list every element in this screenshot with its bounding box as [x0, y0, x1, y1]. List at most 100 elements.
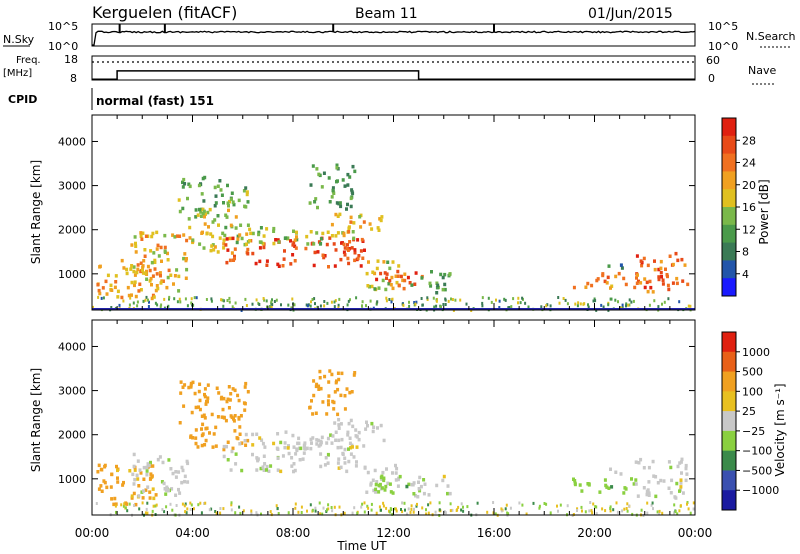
- echo-cell: [231, 200, 235, 204]
- echo-cell: [321, 253, 325, 257]
- echo-cell: [171, 508, 174, 512]
- echo-cell: [286, 236, 290, 240]
- echo-cell: [435, 291, 439, 295]
- echo-cell: [309, 446, 313, 451]
- echo-cell: [367, 506, 370, 510]
- echo-cell: [527, 305, 530, 309]
- echo-cell: [138, 507, 141, 511]
- echo-cell: [249, 231, 253, 236]
- echo-cell: [338, 201, 342, 205]
- echo-cell: [233, 256, 236, 261]
- echo-cell: [218, 179, 222, 183]
- echo-cell: [287, 511, 290, 515]
- colorbar-segment: [722, 207, 736, 226]
- echo-cell: [132, 491, 136, 496]
- echo-cell: [196, 445, 200, 449]
- echo-cell: [614, 274, 618, 279]
- echo-cell: [292, 240, 296, 245]
- echo-cell: [97, 463, 101, 468]
- echo-cell: [114, 504, 117, 508]
- echo-cell: [148, 279, 152, 283]
- echo-cell: [417, 487, 421, 491]
- echo-cell: [370, 502, 373, 506]
- echo-cell: [319, 440, 323, 445]
- power-x-ticks: [91, 115, 696, 310]
- echo-cell: [460, 502, 463, 506]
- echo-cell: [154, 301, 157, 305]
- echo-cell: [579, 302, 582, 306]
- echo-cell: [237, 398, 241, 403]
- echo-cell: [197, 389, 201, 394]
- echo-cell: [639, 457, 643, 462]
- echo-cell: [348, 175, 352, 179]
- colorbar-segment: [722, 371, 736, 392]
- echo-cell: [305, 446, 309, 451]
- echo-cell: [208, 431, 211, 435]
- echo-cell: [378, 505, 381, 509]
- echo-cell: [685, 472, 689, 476]
- echo-cell: [651, 501, 654, 505]
- echo-cell: [581, 509, 583, 513]
- echo-cell: [198, 398, 202, 403]
- echo-cell: [97, 288, 101, 293]
- echo-cell: [180, 465, 184, 470]
- echo-cell: [258, 436, 262, 440]
- echo-cell: [362, 444, 366, 448]
- echo-cell: [361, 304, 363, 308]
- echo-cell: [661, 302, 663, 306]
- echo-cell: [177, 470, 181, 474]
- echo-cell: [165, 485, 169, 489]
- echo-cell: [230, 197, 233, 201]
- echo-cell: [598, 490, 602, 494]
- echo-cell: [336, 387, 340, 392]
- echo-cell: [230, 501, 233, 505]
- echo-cell: [441, 287, 445, 292]
- echo-cell: [632, 482, 636, 486]
- echo-cell: [349, 452, 353, 456]
- echo-cell: [373, 287, 377, 291]
- echo-cell: [289, 262, 293, 266]
- echo-cell: [604, 483, 608, 488]
- echo-cell: [666, 274, 669, 279]
- nsky-tick-top: 10^5: [48, 20, 78, 33]
- echo-cell: [549, 511, 552, 515]
- echo-cell: [592, 502, 595, 506]
- echo-cell: [183, 504, 186, 508]
- echo-cell: [274, 238, 278, 242]
- echo-cell: [647, 493, 651, 497]
- echo-cell: [276, 432, 280, 436]
- echo-cell: [145, 295, 148, 299]
- echo-cell: [592, 299, 595, 303]
- echo-cell: [212, 248, 216, 252]
- echo-cell: [429, 501, 432, 505]
- echo-cell: [235, 240, 239, 245]
- echo-cell: [281, 454, 285, 458]
- echo-cell: [519, 301, 522, 305]
- echo-cell: [255, 432, 259, 436]
- echo-cell: [109, 485, 113, 489]
- echo-cell: [243, 439, 247, 443]
- echo-cell: [667, 297, 670, 301]
- echo-cell: [381, 278, 385, 283]
- echo-cell: [331, 186, 335, 190]
- echo-cell: [156, 457, 160, 462]
- echo-cell: [681, 491, 685, 495]
- echo-cell: [425, 512, 428, 516]
- echo-cell: [368, 285, 371, 289]
- echo-cell: [115, 464, 118, 469]
- echo-cell: [233, 388, 237, 393]
- echo-cell: [394, 274, 398, 278]
- echo-cell: [130, 293, 133, 297]
- echo-cell: [122, 480, 125, 485]
- echo-cell: [331, 188, 335, 193]
- echo-cell: [415, 504, 418, 508]
- echo-cell: [399, 274, 403, 279]
- echo-cell: [142, 477, 146, 481]
- echo-cell: [322, 506, 325, 510]
- echo-cell: [233, 254, 236, 259]
- echo-cell: [272, 229, 276, 233]
- beam-label: Beam 11: [355, 6, 418, 22]
- echo-cell: [142, 465, 146, 470]
- echo-cell: [142, 489, 146, 493]
- echo-cell: [115, 510, 117, 514]
